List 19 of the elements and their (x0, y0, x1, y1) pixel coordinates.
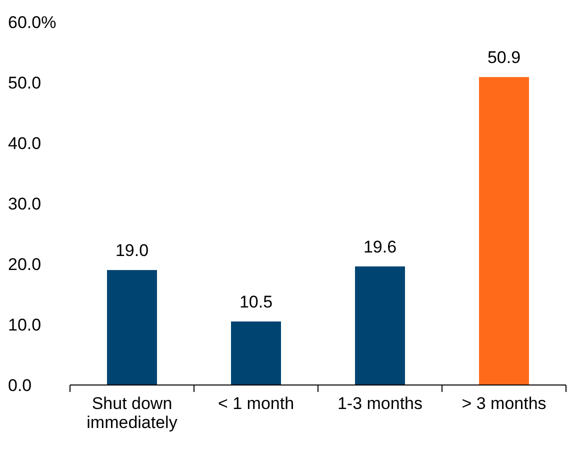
y-tick-label: 10.0 (8, 315, 42, 334)
y-tick-label: 60.0% (8, 12, 56, 32)
data-label: 50.9 (487, 48, 521, 68)
y-tick-label: 20.0 (8, 254, 42, 274)
data-label: 19.0 (115, 241, 149, 260)
y-tick-label: 30.0 (8, 194, 42, 214)
x-tick-label: 1-3 months (337, 394, 423, 413)
y-tick-label: 40.0 (8, 134, 42, 153)
bar (107, 270, 157, 385)
data-label: 19.6 (363, 237, 397, 256)
bar (479, 77, 529, 385)
y-tick-label: 50.0 (8, 73, 42, 92)
bar (355, 266, 405, 385)
x-tick-label: < 1 month (218, 394, 294, 413)
x-tick-label: > 3 months (462, 394, 546, 413)
x-tick-label: Shut down immediately (86, 394, 178, 432)
y-tick-label: 0.0 (8, 376, 32, 395)
bar (231, 321, 281, 385)
data-label: 10.5 (239, 292, 273, 312)
